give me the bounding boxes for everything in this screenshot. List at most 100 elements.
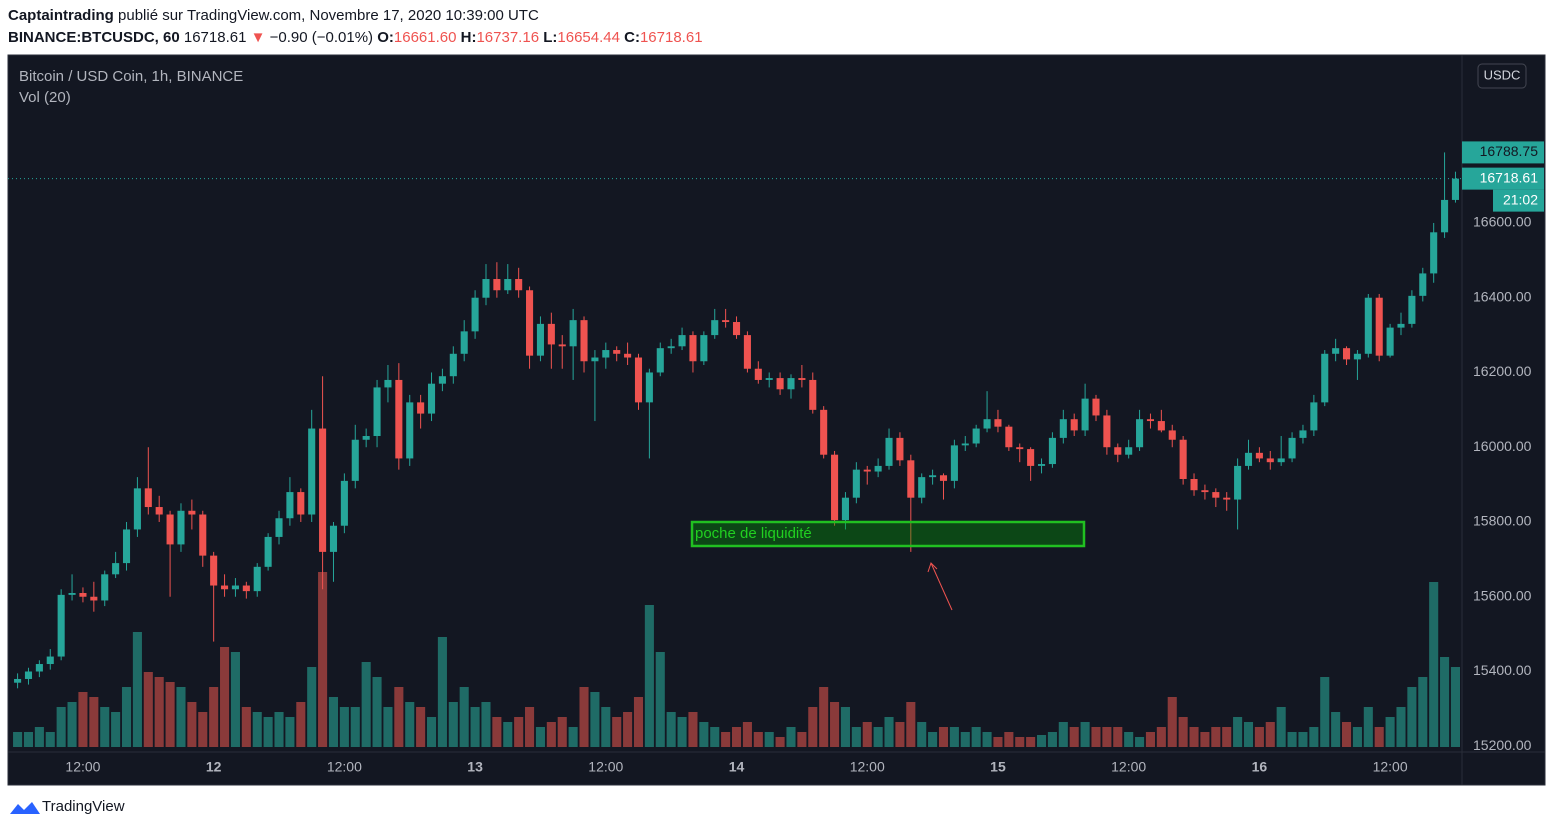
candle-body [144, 488, 152, 508]
volume-bar [241, 707, 251, 747]
volume-bar [677, 717, 687, 747]
volume-bar [1047, 732, 1057, 747]
candle-body [122, 529, 131, 564]
candle-body [199, 514, 207, 556]
candle-body [1364, 297, 1372, 354]
candle-layer [8, 152, 1462, 689]
volume-bar [906, 702, 916, 747]
candle-body [1059, 419, 1067, 438]
candle-body [939, 475, 948, 481]
volume-bar [154, 677, 164, 747]
candle-body [460, 331, 468, 354]
candle-body [221, 585, 229, 590]
volume-bar [78, 692, 88, 747]
legend-title: Bitcoin / USD Coin, 1h, BINANCE [19, 68, 243, 85]
volume-bar [982, 732, 992, 747]
header-line2: BINANCE:BTCUSDC, 60 16718.61 ▼ −0.90 (−0… [8, 29, 703, 46]
volume-bar [263, 717, 273, 747]
candle-body [569, 320, 577, 347]
y-tick-label: 16000.00 [1473, 438, 1532, 454]
header-line1: Captaintrading publié sur TradingView.co… [8, 7, 539, 24]
currency-badge[interactable] [1477, 63, 1527, 89]
candle-body [722, 320, 730, 323]
candle-body [1386, 327, 1394, 356]
volume-bar [1298, 732, 1308, 747]
candle-body [667, 346, 675, 349]
o-label: O: [377, 29, 394, 46]
candle-body [253, 566, 261, 592]
candle-body [1201, 490, 1209, 493]
volume-bar [862, 722, 872, 747]
candle-body [1342, 348, 1351, 360]
currency[interactable]: USDC [1484, 67, 1521, 82]
volume-bar [361, 662, 371, 747]
candle-body [1146, 419, 1154, 422]
volume-bar [328, 697, 339, 747]
candle-body [1157, 421, 1165, 431]
candle-body [994, 419, 1002, 427]
candle-body [1375, 297, 1383, 356]
candle-body [1397, 323, 1405, 328]
logo-text: TradingView [42, 798, 125, 815]
volume-bar [514, 717, 524, 747]
volume-bar [710, 727, 720, 747]
candle-body [950, 445, 958, 481]
author: Captaintrading [8, 7, 114, 24]
volume-bar [1222, 727, 1232, 747]
volume-bar [960, 732, 970, 747]
volume-bar [938, 727, 949, 747]
volume-bar [1004, 732, 1014, 747]
x-tick-label: 13 [467, 759, 483, 775]
annotation-box [690, 520, 1086, 548]
volume-bar [797, 732, 807, 747]
candle-body [1310, 402, 1318, 431]
volume-bar [296, 702, 306, 747]
candle-body [929, 475, 937, 478]
candle-body [547, 323, 555, 345]
volume-bar [830, 702, 840, 747]
candle-body [308, 428, 316, 515]
volume-bar [1200, 732, 1210, 747]
volume-bar [1102, 727, 1112, 747]
candle-body [1223, 497, 1231, 500]
candle-body [1419, 273, 1427, 296]
candle-body [863, 469, 871, 472]
x-tick-label: 15 [990, 759, 1006, 775]
volume-bar [176, 687, 186, 747]
candle-body [1408, 295, 1416, 324]
candle-body [1277, 458, 1285, 463]
y-tick-label: 16600.00 [1473, 214, 1532, 230]
volume-bar [1276, 707, 1286, 747]
volume-bar [34, 727, 44, 747]
footer [0, 786, 1553, 830]
candle-body [1441, 199, 1449, 233]
volume-bar [786, 727, 796, 747]
candle-body [1451, 178, 1460, 200]
candle-body [395, 379, 403, 459]
candle-body [329, 525, 338, 552]
candle-body [624, 353, 632, 358]
volume-bar [1352, 727, 1362, 747]
volume-bar [1440, 657, 1450, 747]
published: publié sur TradingView.com, Novembre 17,… [118, 7, 539, 24]
volume-bar [448, 702, 458, 747]
l-label: L: [543, 29, 557, 46]
volume-bar [350, 707, 360, 747]
y-tick-label: 15600.00 [1473, 587, 1532, 603]
candle-body [166, 514, 174, 545]
candle-body [961, 443, 969, 446]
candle-body [732, 322, 741, 336]
volume-bar [220, 647, 230, 747]
candle-body [101, 574, 109, 601]
volume-bar [1113, 727, 1123, 747]
volume-bar [1341, 722, 1352, 747]
volume-bar [590, 692, 600, 747]
x-tick-label: 12:00 [327, 759, 362, 775]
candle-body [351, 439, 359, 481]
volume-bar [13, 732, 23, 747]
candle-body [68, 593, 76, 595]
y-tick-label: 15200.00 [1473, 737, 1532, 753]
volume-bar [971, 727, 981, 747]
volume-bar [895, 722, 905, 747]
